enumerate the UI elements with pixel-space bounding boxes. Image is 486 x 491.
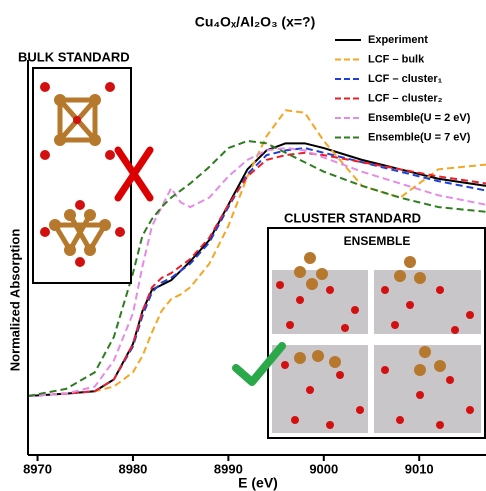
x-tick-label: 8970 [23, 461, 52, 476]
legend-label: LCF – bulk [368, 53, 425, 65]
bulk-inset: BULK STANDARD [18, 49, 150, 283]
inset-subtitle: ENSEMBLE [344, 234, 411, 248]
legend-label: LCF – cluster₁ [368, 73, 443, 85]
x-tick-label: 8990 [214, 461, 243, 476]
x-axis-label: E (eV) [238, 475, 278, 491]
inset-title: CLUSTER STANDARD [284, 210, 421, 225]
legend-label: Experiment [368, 34, 428, 46]
chart-title: Cu₄Oₓ/Al₂O₃ (x=?) [195, 14, 316, 30]
chart: Cu₄Oₓ/Al₂O₃ (x=?) E (eV) Normalized Abso… [0, 0, 486, 491]
cluster-inset: CLUSTER STANDARD ENSEMBLE [236, 210, 485, 438]
legend: Experiment LCF – bulk LCF – cluster₁ LCF – … [335, 34, 471, 144]
legend-label: Ensemble(U = 7 eV) [368, 131, 471, 143]
x-tick-label: 8980 [118, 461, 147, 476]
x-tick-label: 9010 [405, 461, 434, 476]
legend-label: LCF – cluster₂ [368, 92, 443, 104]
y-axis-label: Normalized Absorption [7, 229, 22, 372]
x-tick-label: 9000 [309, 461, 338, 476]
inset-title: BULK STANDARD [18, 49, 130, 64]
legend-label: Ensemble(U = 2 eV) [368, 112, 471, 124]
